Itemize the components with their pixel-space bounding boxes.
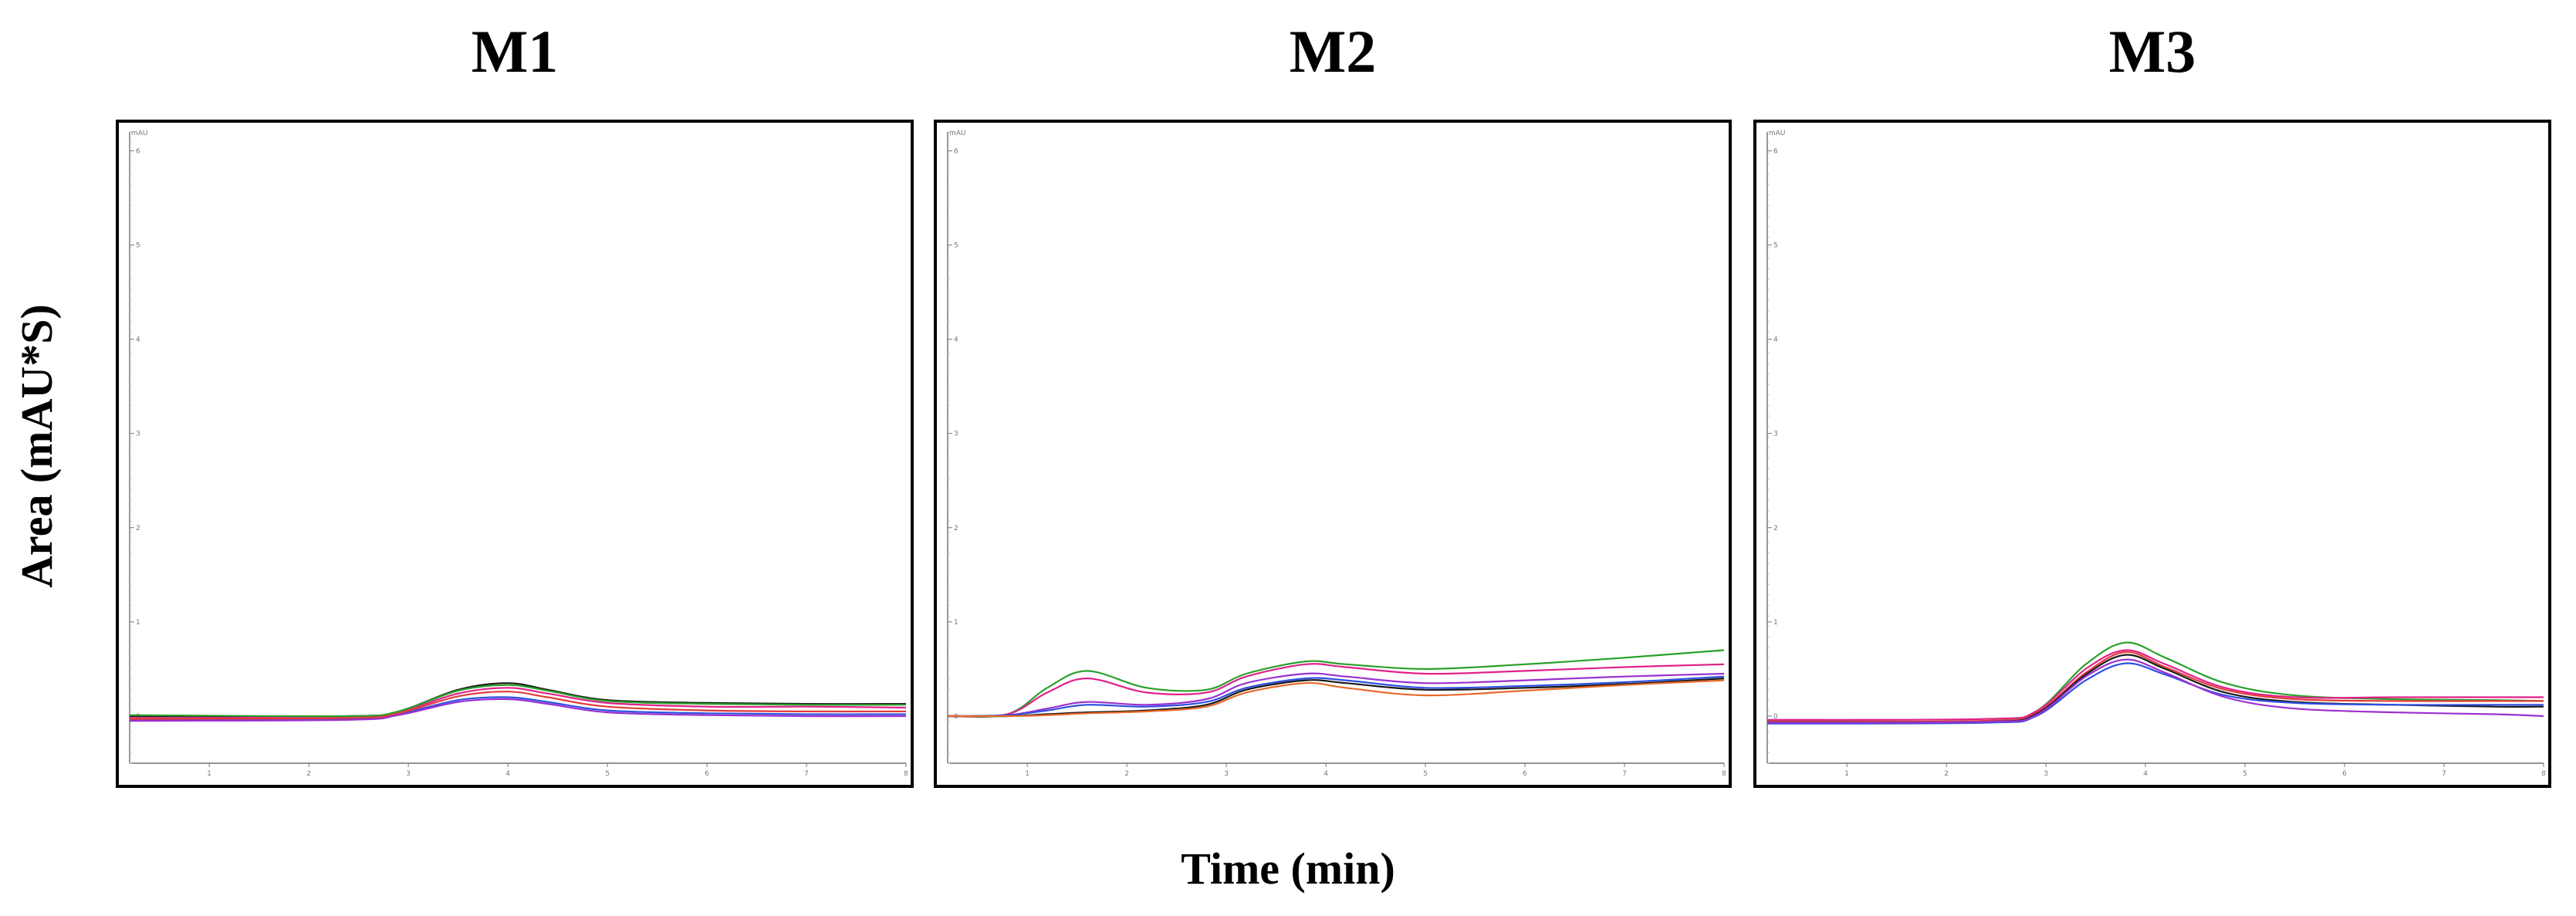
series-line [947, 672, 1725, 718]
x-tick-label: 6 [2342, 770, 2347, 778]
y-tick-label: 3 [136, 431, 140, 438]
y-tick-label: 4 [1773, 336, 1778, 344]
y-tick-label: 1 [136, 619, 140, 627]
x-tick-label: 3 [406, 770, 411, 778]
x-tick-label: 4 [2143, 770, 2148, 778]
y-tick-label: 6 [954, 147, 958, 155]
x-tick-label: 6 [705, 770, 709, 778]
y-tick-label: 4 [136, 336, 140, 344]
x-tick-label: 7 [1622, 770, 1627, 778]
panel-title-m2: M2 [1289, 18, 1377, 85]
y-tick-label: 1 [1773, 619, 1778, 627]
x-axis-title: Time (min) [1181, 843, 1395, 894]
series-line [129, 687, 907, 719]
panel-title-m3: M3 [2108, 18, 2196, 85]
series-line [129, 691, 907, 720]
x-tick-label: 2 [306, 770, 311, 778]
y-axis-title: Area (mAU*S) [12, 304, 62, 588]
y-tick-label: 4 [954, 336, 958, 344]
series-line [1766, 658, 2544, 724]
y-axis-unit-label: mAU [131, 130, 148, 137]
series-line [1766, 662, 2544, 725]
x-tick-label: 7 [2442, 770, 2446, 778]
panel-title-m1: M1 [471, 18, 559, 85]
y-tick-label: 6 [1773, 147, 1778, 155]
x-tick-label: 6 [1523, 770, 1527, 778]
x-tick-label: 4 [505, 770, 510, 778]
y-tick-label: 6 [136, 147, 140, 155]
x-tick-label: 2 [1944, 770, 1949, 778]
x-tick-label: 1 [207, 770, 211, 778]
y-tick-label: 5 [1773, 242, 1778, 250]
series-line [947, 649, 1725, 718]
series-line [129, 684, 907, 718]
y-tick-label: 2 [1773, 525, 1778, 532]
x-tick-label: 5 [2243, 770, 2247, 778]
x-tick-label: 4 [1323, 770, 1328, 778]
x-tick-label: 8 [904, 770, 908, 778]
series-line [947, 678, 1725, 718]
series-line [1766, 641, 2544, 723]
series-line [1766, 651, 2544, 723]
chart-panel-m1: mAU 0 1 2 3 4 5 6 1 2 3 4 5 6 7 8 [116, 120, 914, 788]
x-tick-label: 1 [1844, 770, 1849, 778]
chart-panel-m2: mAU 0 1 2 3 4 5 6 1 2 3 4 5 6 7 8 [934, 120, 1732, 788]
series-line [129, 698, 907, 722]
y-tick-label: 0 [1773, 713, 1778, 721]
x-tick-label: 8 [2541, 770, 2546, 778]
series-line [129, 696, 907, 721]
y-tick-label: 2 [136, 525, 140, 532]
chart-panel-m3: mAU 0 1 2 3 4 5 6 1 2 3 4 5 6 7 8 [1753, 120, 2551, 788]
y-tick-label: 3 [954, 431, 958, 438]
x-tick-label: 1 [1025, 770, 1029, 778]
series-line [947, 675, 1725, 718]
x-tick-label: 3 [2044, 770, 2048, 778]
y-axis-unit-label: mAU [949, 130, 966, 137]
series-line [947, 663, 1725, 718]
y-tick-label: 5 [136, 242, 140, 250]
x-tick-label: 7 [804, 770, 809, 778]
y-tick-label: 5 [954, 242, 958, 250]
y-tick-label: 3 [1773, 431, 1778, 438]
y-tick-label: 2 [954, 525, 958, 532]
x-tick-label: 3 [1224, 770, 1229, 778]
series-line [1766, 649, 2544, 721]
x-tick-label: 5 [605, 770, 610, 778]
x-tick-label: 8 [1722, 770, 1726, 778]
x-tick-label: 5 [1423, 770, 1428, 778]
series-line [947, 679, 1725, 718]
y-tick-label: 1 [954, 619, 958, 627]
y-axis-unit-label: mAU [1769, 130, 1786, 137]
chart-plot-m3: mAU 0 1 2 3 4 5 6 1 2 3 4 5 6 7 8 [1766, 130, 2546, 778]
x-tick-label: 2 [1124, 770, 1129, 778]
